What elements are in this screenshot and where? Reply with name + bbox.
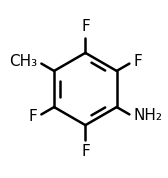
- Text: F: F: [28, 109, 37, 124]
- Text: F: F: [81, 144, 90, 159]
- Text: F: F: [134, 54, 143, 69]
- Text: NH₂: NH₂: [134, 108, 163, 123]
- Text: F: F: [81, 19, 90, 34]
- Text: CH₃: CH₃: [9, 54, 37, 69]
